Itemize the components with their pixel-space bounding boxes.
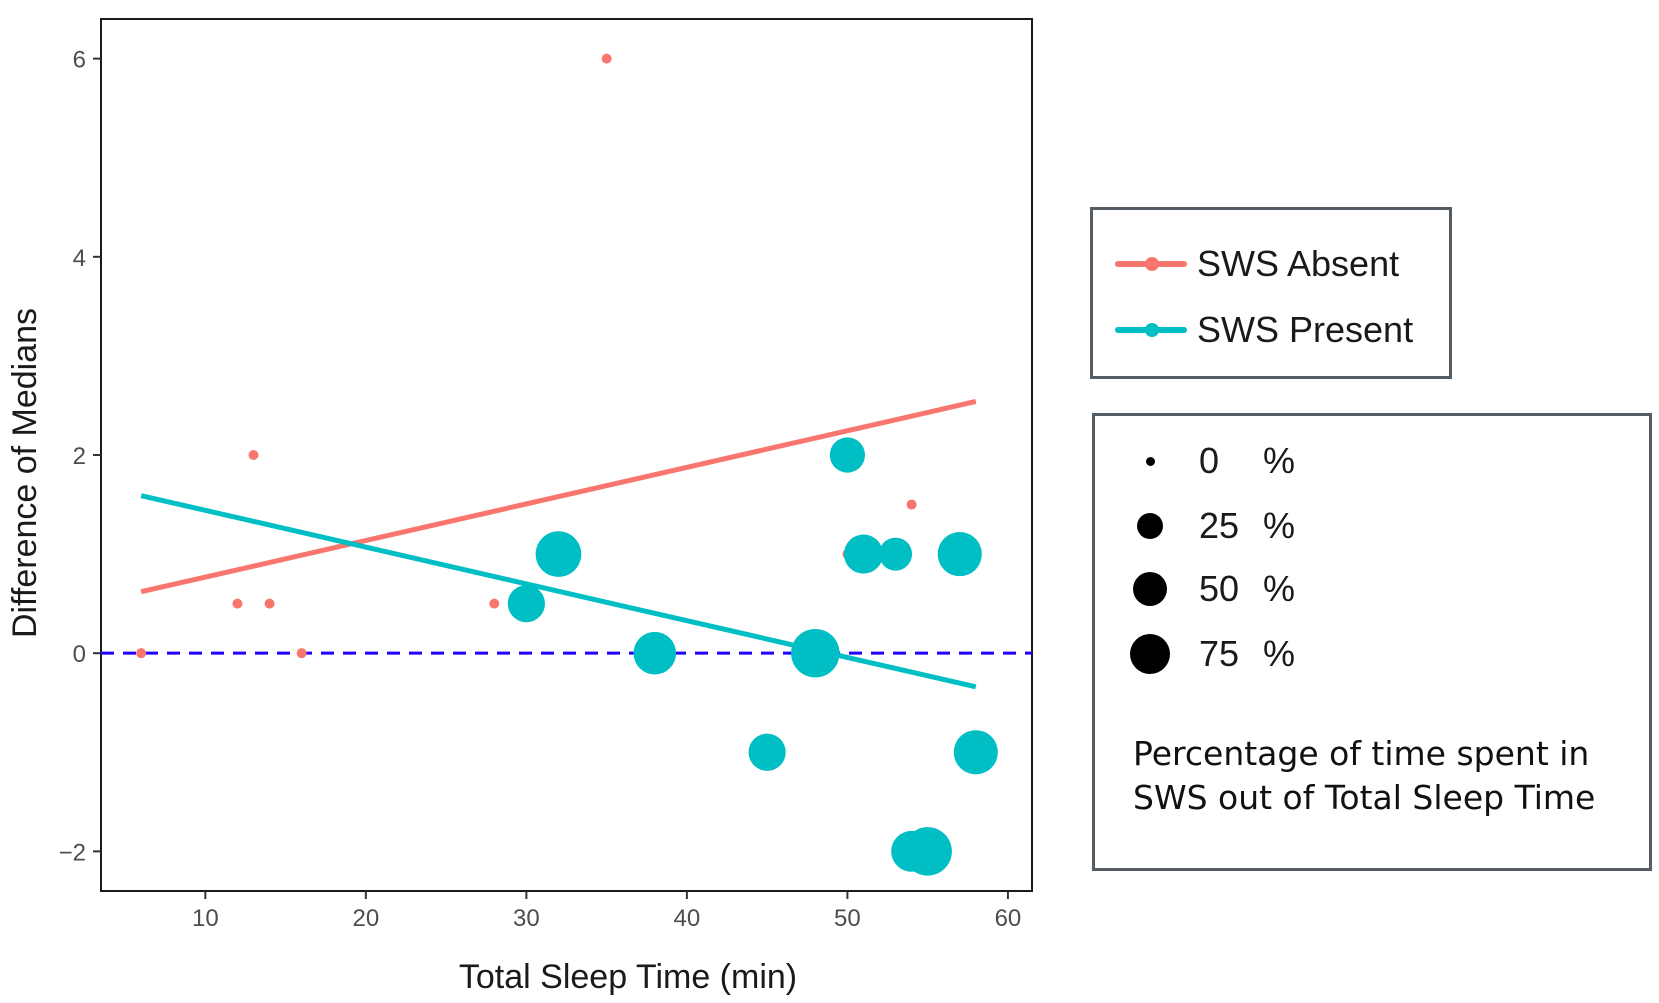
y-tick-label: 0	[73, 641, 86, 668]
data-point-sws-absent	[906, 499, 917, 510]
data-point-sws-present	[791, 628, 840, 678]
size-legend-caption: Percentage of time spent in SWS out of T…	[1133, 734, 1596, 817]
data-point-sws-present	[903, 827, 952, 876]
x-tick-label: 40	[674, 905, 701, 932]
size-legend-value: 0	[1199, 440, 1220, 481]
size-legend-unit: %	[1263, 633, 1296, 674]
trend-line-sws-absent	[140, 399, 977, 595]
data-point-sws-present	[953, 730, 998, 775]
data-point-sws-absent	[601, 53, 612, 64]
size-key-dot	[1145, 456, 1155, 466]
axes: 10 20 30 40 50 60 −2 0 2 4 6	[59, 47, 1022, 932]
size-legend-value: 75	[1199, 633, 1240, 674]
legend-item-sws-present: SWS Present	[1115, 309, 1414, 350]
size-legend-unit: %	[1263, 568, 1296, 609]
series-legend: SWS Absent SWS Present	[1090, 207, 1452, 379]
y-tick-label: −2	[59, 839, 86, 866]
x-tick-label: 10	[192, 905, 219, 932]
size-legend: 0 % 25 % 50 % 75 % Percentage of time sp…	[1092, 413, 1652, 871]
size-legend-unit: %	[1263, 440, 1296, 481]
x-tick-label: 20	[353, 905, 380, 932]
x-tick-label: 60	[995, 905, 1022, 932]
legend-label-sws-absent: SWS Absent	[1197, 243, 1400, 284]
data-point-sws-absent	[248, 450, 259, 460]
data-point-sws-absent	[264, 598, 275, 609]
data-point-sws-present	[843, 534, 884, 574]
size-legend-unit: %	[1263, 505, 1296, 546]
data-point-sws-present	[937, 532, 982, 577]
size-legend-item: 75 %	[1125, 629, 1295, 679]
size-key-dot	[1133, 572, 1167, 606]
y-tick-label: 2	[73, 443, 86, 470]
data-point-sws-present	[633, 631, 677, 675]
data-point-sws-present	[748, 733, 786, 771]
y-tick-label: 4	[73, 245, 86, 272]
legend-key-sws-absent	[1115, 257, 1187, 271]
data-point-sws-present	[829, 437, 866, 473]
size-legend-item: 25 %	[1125, 501, 1295, 551]
data-point-sws-absent	[232, 598, 243, 609]
size-legend-item: 0 %	[1125, 436, 1295, 486]
data-point-sws-absent	[489, 598, 500, 609]
legend-key-sws-present	[1115, 323, 1187, 337]
data-point-sws-absent	[296, 648, 307, 659]
y-tick-label: 6	[73, 47, 86, 74]
size-key-dot	[1130, 634, 1170, 674]
plot-area	[100, 18, 1033, 892]
data-point-sws-present	[879, 537, 913, 571]
plot-frame	[100, 18, 1033, 892]
y-axis-title: Difference of Medians	[6, 308, 44, 638]
size-key-dot	[1137, 513, 1163, 539]
size-legend-value: 50	[1199, 568, 1240, 609]
x-tick-label: 50	[834, 905, 861, 932]
legend-item-sws-absent: SWS Absent	[1115, 243, 1400, 284]
x-axis-title: Total Sleep Time (min)	[459, 958, 797, 996]
trend-line-sws-present	[140, 493, 977, 690]
x-tick-label: 30	[513, 905, 540, 932]
size-legend-value: 25	[1199, 505, 1240, 546]
data-point-sws-present	[507, 585, 545, 623]
legend-label-sws-present: SWS Present	[1197, 309, 1414, 350]
size-legend-item: 50 %	[1125, 564, 1295, 614]
data-point-sws-absent	[136, 648, 147, 659]
data-point-sws-present	[535, 531, 582, 577]
